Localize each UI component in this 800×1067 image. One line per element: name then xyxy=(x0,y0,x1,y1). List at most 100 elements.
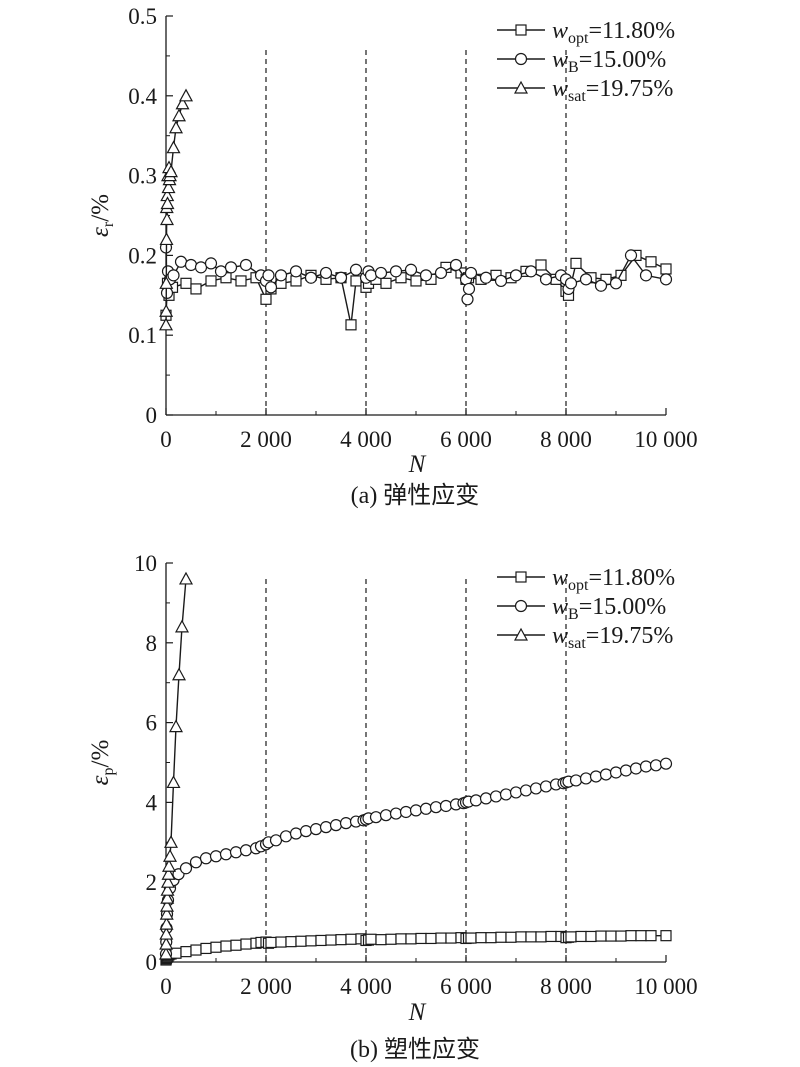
data-point-circle xyxy=(319,266,333,280)
data-point-square xyxy=(220,940,232,952)
data-point-circle xyxy=(239,844,253,857)
data-point-circle xyxy=(264,281,278,294)
legend-label: wB=15.00% xyxy=(552,47,666,76)
data-point-triangle xyxy=(178,571,194,585)
data-point-circle xyxy=(167,269,180,282)
data-point-triangle xyxy=(159,304,174,317)
data-point-circle xyxy=(194,261,208,274)
data-point-square xyxy=(525,931,537,943)
y-tick-label: 4 xyxy=(146,790,158,815)
data-point-circle xyxy=(329,819,343,832)
data-point-circle xyxy=(229,846,243,859)
data-point-circle xyxy=(179,862,193,875)
data-point-circle xyxy=(539,780,553,793)
data-point-circle xyxy=(299,825,313,838)
data-point-triangle xyxy=(159,906,174,920)
data-point-triangle xyxy=(159,898,175,912)
data-point-square xyxy=(405,933,417,945)
data-point-circle xyxy=(479,271,493,284)
data-point-square xyxy=(240,938,252,950)
data-point-triangle xyxy=(171,667,187,681)
data-point-square xyxy=(345,933,357,945)
data-point-circle xyxy=(374,266,388,280)
data-point-circle xyxy=(160,286,174,300)
data-point-circle xyxy=(364,269,378,282)
data-point-circle xyxy=(369,811,383,824)
x-tick-label: 6 000 xyxy=(440,427,492,452)
data-point-square xyxy=(535,259,547,271)
data-point-triangle xyxy=(159,232,174,246)
data-point-square xyxy=(295,935,307,947)
series-line-circle xyxy=(165,763,667,955)
data-point-triangle xyxy=(175,96,190,110)
data-point-triangle xyxy=(161,180,176,194)
data-point-circle xyxy=(449,258,463,272)
data-point-square xyxy=(335,934,347,946)
data-point-square xyxy=(495,931,507,943)
data-point-square xyxy=(485,932,497,944)
data-point-circle xyxy=(529,782,543,795)
data-point-circle xyxy=(639,269,653,282)
data-point-circle xyxy=(429,801,443,814)
data-point-square xyxy=(325,934,337,946)
data-point-circle xyxy=(594,279,608,292)
legend-label: wsat=19.75% xyxy=(552,623,673,652)
x-tick-label: 8 000 xyxy=(540,427,592,452)
data-point-triangle xyxy=(158,946,174,960)
data-point-triangle xyxy=(168,120,184,134)
data-point-square xyxy=(475,932,487,944)
y-axis-label: εr/% xyxy=(87,194,117,237)
legend-marker-circle xyxy=(514,599,528,613)
data-point-triangle xyxy=(159,926,174,940)
data-point-square xyxy=(305,935,317,947)
data-point-square xyxy=(575,930,587,943)
data-point-square xyxy=(625,930,637,942)
data-point-circle xyxy=(569,774,583,787)
data-point-circle xyxy=(434,266,448,280)
data-point-square xyxy=(200,942,212,955)
data-point-circle xyxy=(499,788,513,801)
figure-caption: (b) 塑性应变 xyxy=(350,1036,480,1063)
legend-marker-circle xyxy=(514,52,528,66)
data-point-circle xyxy=(564,277,578,290)
data-point-triangle xyxy=(160,196,175,210)
data-point-square xyxy=(230,939,242,951)
data-point-square xyxy=(210,941,222,953)
data-point-circle xyxy=(199,852,213,865)
data-point-square xyxy=(595,930,607,942)
x-tick-label: 0 xyxy=(160,974,172,999)
data-point-square xyxy=(415,932,427,945)
data-point-square xyxy=(615,930,627,942)
data-point-circle xyxy=(269,834,283,847)
legend-label: wopt=11.80% xyxy=(552,18,675,47)
legend-marker-square xyxy=(515,571,527,583)
data-point-circle xyxy=(419,802,433,815)
data-point-square xyxy=(435,932,447,944)
x-axis-label: N xyxy=(408,451,427,478)
data-point-circle xyxy=(389,265,403,278)
data-point-circle xyxy=(579,273,593,286)
figure-caption: (a) 弹性应变 xyxy=(351,482,480,509)
data-point-square xyxy=(190,283,202,295)
x-axis-label: N xyxy=(408,999,427,1026)
data-point-circle xyxy=(262,269,275,282)
data-point-circle xyxy=(349,263,363,276)
data-point-square xyxy=(285,936,297,948)
legend-label: wB=15.00% xyxy=(552,594,666,623)
data-point-square xyxy=(345,319,357,331)
y-tick-label: 0 xyxy=(146,403,158,428)
data-point-square xyxy=(660,930,672,942)
data-point-circle xyxy=(274,269,288,282)
legend-marker-square xyxy=(515,24,527,36)
data-point-circle xyxy=(184,258,198,272)
data-point-square xyxy=(410,275,422,287)
data-point-circle xyxy=(539,273,553,286)
y-tick-label: 0.5 xyxy=(128,4,157,29)
data-point-circle xyxy=(409,804,423,817)
data-point-circle xyxy=(461,293,474,306)
data-point-triangle xyxy=(163,835,179,848)
data-point-square xyxy=(190,944,202,956)
data-point-square xyxy=(350,275,362,287)
x-tick-label: 0 xyxy=(160,427,172,452)
data-point-square xyxy=(375,934,387,946)
